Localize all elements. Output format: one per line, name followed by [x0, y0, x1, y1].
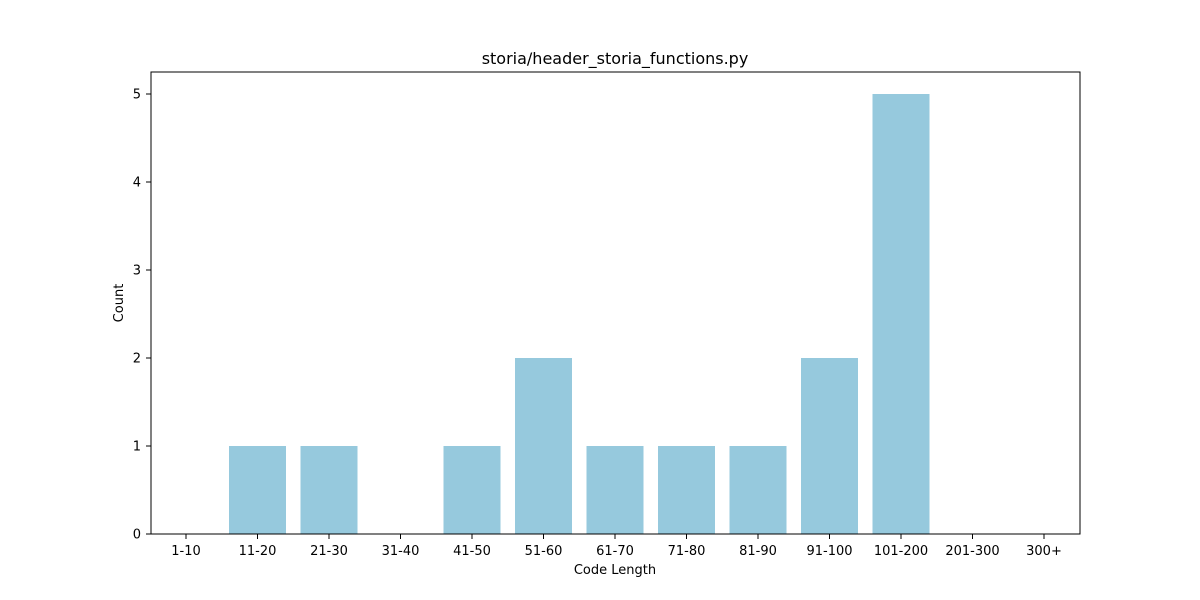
x-tick-label: 81-90 [739, 544, 777, 559]
y-tick-label: 1 [133, 440, 141, 455]
x-tick-label: 11-20 [239, 544, 277, 559]
x-axis-ticks: 1-10 11-20 21-30 31-40 41-50 51-60 61-70 71-80 8… [171, 534, 1062, 559]
x-tick-label: 91-100 [806, 544, 852, 559]
bar-71-80 [658, 446, 715, 534]
y-axis-label: Count [112, 284, 127, 323]
x-tick-label: 21-30 [310, 544, 348, 559]
y-tick-label: 0 [133, 528, 141, 543]
x-tick-label: 41-50 [453, 544, 491, 559]
x-tick-label: 101-200 [874, 544, 928, 559]
x-tick-label: 61-70 [596, 544, 634, 559]
x-tick-label: 1-10 [171, 544, 201, 559]
y-tick-label: 2 [133, 352, 141, 367]
bar-21-30 [300, 446, 358, 534]
bar-101-200 [872, 94, 930, 534]
x-tick-label: 51-60 [525, 544, 563, 559]
y-tick-label: 3 [133, 264, 141, 279]
x-axis-label: Code Length [574, 563, 656, 578]
bar-81-90 [729, 446, 787, 534]
bar-91-100 [801, 358, 858, 534]
x-tick-label: 31-40 [382, 544, 420, 559]
bars-group [229, 94, 930, 534]
bar-61-70 [586, 446, 644, 534]
x-tick-label: 71-80 [668, 544, 706, 559]
bar-51-60 [515, 358, 572, 534]
x-tick-label: 201-300 [945, 544, 999, 559]
y-axis-ticks: 0 1 2 3 4 5 [133, 88, 151, 543]
bar-11-20 [229, 446, 286, 534]
y-tick-label: 5 [133, 88, 141, 103]
y-tick-label: 4 [133, 176, 141, 191]
chart-title: storia/header_storia_functions.py [482, 49, 749, 69]
bar-41-50 [443, 446, 501, 534]
x-tick-label: 300+ [1026, 544, 1062, 559]
